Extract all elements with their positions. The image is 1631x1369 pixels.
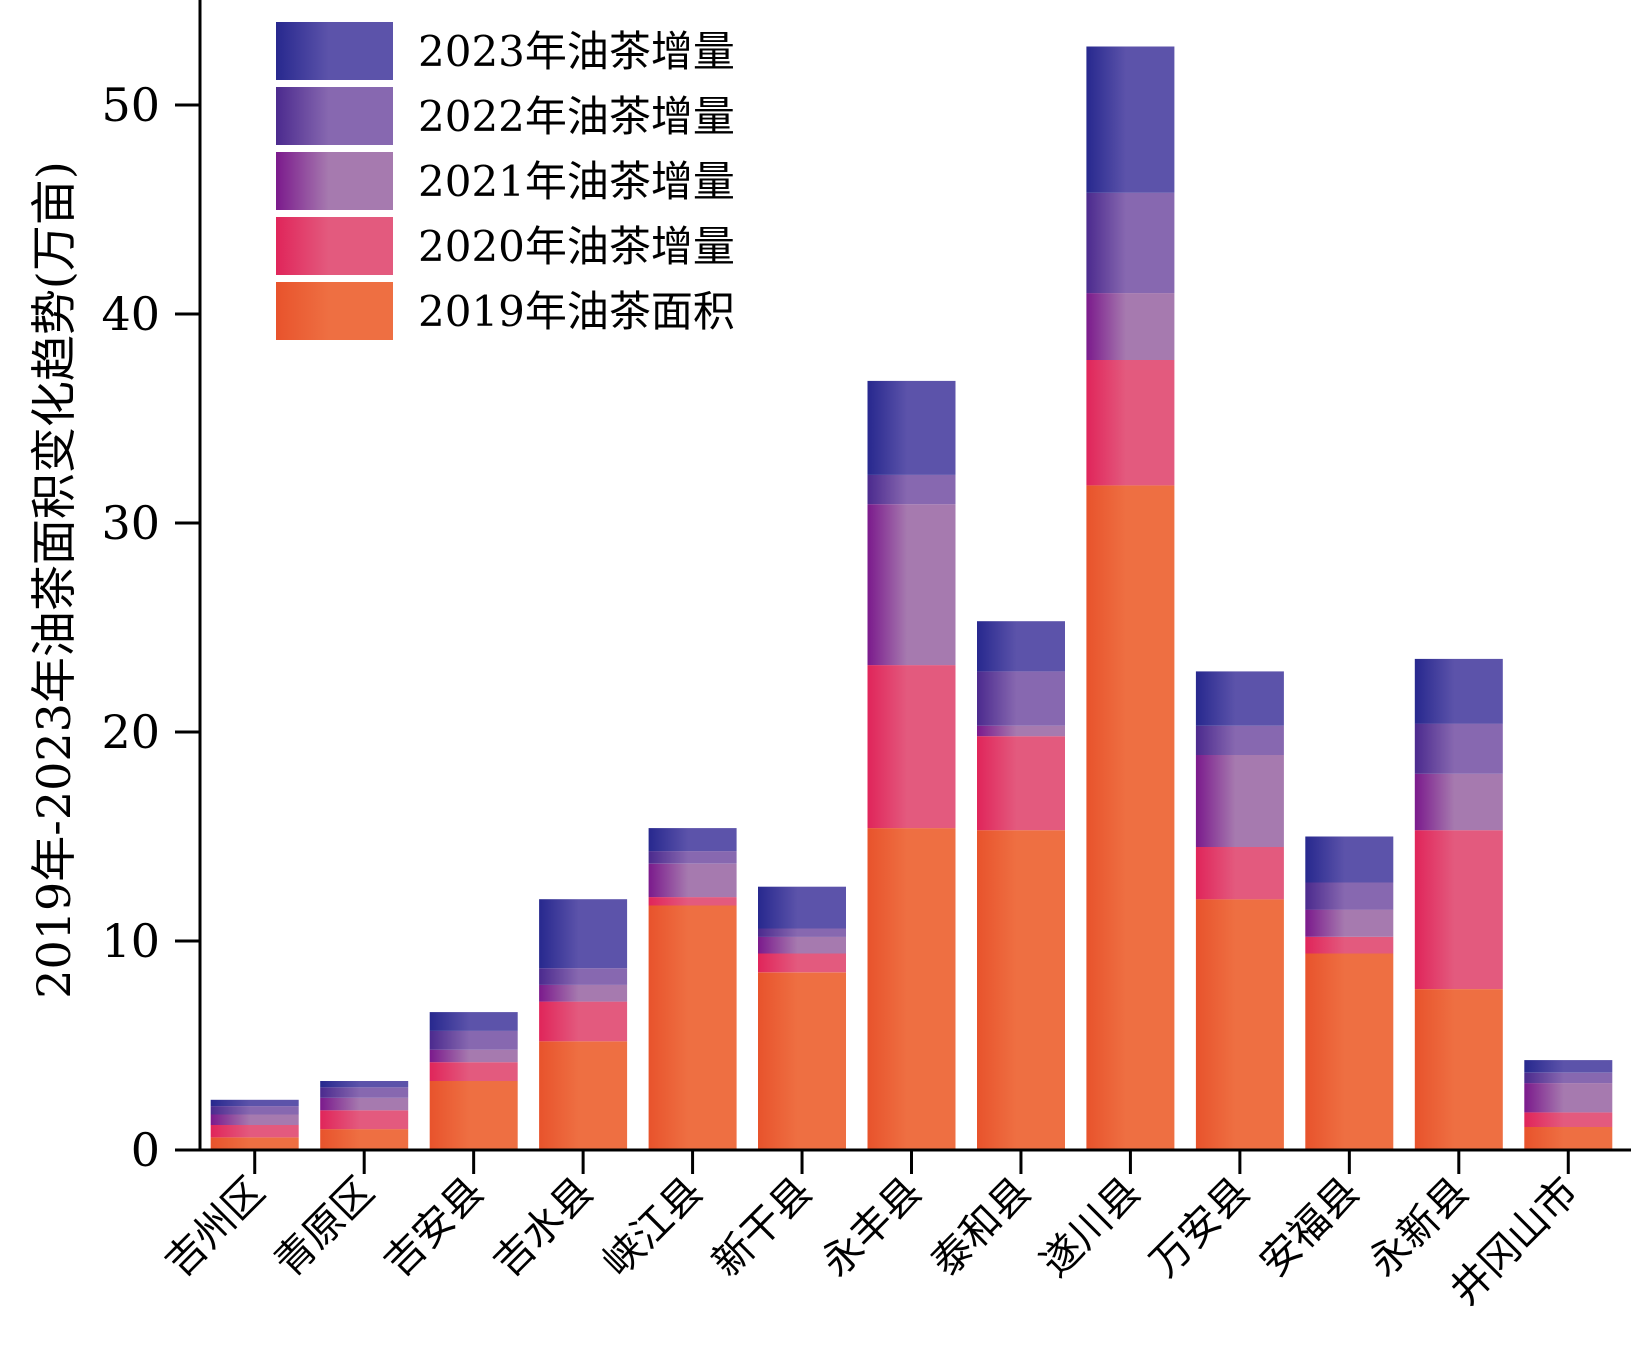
bar-segment: [1305, 936, 1394, 954]
bar-segment: [210, 1106, 299, 1115]
x-tick-label: 泰和县: [923, 1169, 1040, 1286]
bars-layer: [210, 46, 1613, 1150]
bar-segment: [758, 928, 846, 937]
y-tick-label: 20: [101, 705, 160, 759]
x-tick-label: 遂川县: [1032, 1169, 1149, 1286]
bar-segment: [758, 936, 846, 954]
x-tick-label: 峡江县: [594, 1169, 711, 1286]
bar-segment: [1305, 836, 1394, 883]
bar-segment: [758, 972, 846, 1150]
y-tick-label: 40: [101, 287, 160, 341]
y-tick-label: 50: [101, 78, 160, 132]
bar-segment: [539, 899, 628, 969]
bar-segment: [1414, 723, 1503, 774]
bar-segment: [320, 1129, 409, 1150]
bar-segment: [648, 828, 737, 852]
bar-segment: [429, 1081, 518, 1150]
bar-segment: [977, 725, 1065, 737]
bar-segment: [1086, 485, 1175, 1150]
bar-segment: [1195, 899, 1284, 1150]
bar-segment: [758, 953, 846, 973]
bar-segment: [1524, 1072, 1613, 1084]
bar-segment: [210, 1114, 299, 1125]
y-tick-label: 0: [131, 1123, 160, 1177]
bar-segment: [210, 1099, 299, 1107]
bar-segment: [1195, 847, 1284, 900]
bar-segment: [539, 1041, 628, 1150]
bar-segment: [758, 886, 846, 929]
legend-swatch: [276, 282, 393, 340]
bar-segment: [1524, 1083, 1613, 1113]
bar-segment: [867, 504, 956, 666]
bar-segment: [1524, 1127, 1613, 1150]
bar-segment: [1195, 755, 1284, 847]
bar-segment: [1524, 1112, 1613, 1127]
bar-segment: [429, 1049, 518, 1063]
axes-layer: [175, 0, 1631, 1152]
bar-segment: [1086, 293, 1175, 360]
legend-label: 2022年油茶增量: [418, 92, 735, 141]
bar-segment: [1305, 909, 1394, 937]
bar-segment: [977, 736, 1065, 831]
legend-label: 2020年油茶增量: [418, 222, 735, 271]
bar-segment: [429, 1012, 518, 1031]
x-tick-label: 新干县: [704, 1169, 821, 1286]
legend-label: 2023年油茶增量: [418, 27, 735, 76]
bar-segment: [1524, 1060, 1613, 1073]
y-ticks: 0 10 20 30 40 50: [101, 78, 200, 1177]
x-tick-label: 永丰县: [813, 1169, 930, 1286]
bar-segment: [1414, 989, 1503, 1150]
bar-segment: [210, 1137, 299, 1150]
legend-label: 2019年油茶面积: [418, 287, 735, 336]
bar-segment: [977, 671, 1065, 726]
bar-segment: [1195, 725, 1284, 755]
x-tick-label: 万安县: [1142, 1169, 1259, 1286]
bar-segment: [867, 828, 956, 1150]
bar-segment: [867, 380, 956, 475]
bar-segment: [648, 905, 737, 1150]
bar-segment: [1195, 671, 1284, 726]
bar-segment: [320, 1097, 409, 1111]
bar-segment: [1086, 46, 1175, 193]
bar-segment: [648, 897, 737, 906]
bar-segment: [1414, 658, 1503, 724]
bar-segment: [1086, 192, 1175, 294]
x-tick-label: 青原区: [266, 1169, 383, 1286]
bar-segment: [977, 830, 1065, 1150]
y-tick-label: 10: [101, 914, 160, 968]
legend-swatch: [276, 217, 393, 275]
y-tick-label: 30: [101, 496, 160, 550]
legend-label: 2021年油茶增量: [418, 157, 735, 206]
bar-segment: [1305, 953, 1394, 1150]
bar-segment: [429, 1030, 518, 1050]
x-tick-label: 吉安县: [375, 1169, 492, 1286]
legend: 2023年油茶增量 2022年油茶增量 2021年油茶增量 2020年油茶增量 2019…: [276, 22, 735, 340]
bar-segment: [320, 1110, 409, 1130]
bar-segment: [648, 863, 737, 898]
bar-segment: [1086, 360, 1175, 486]
bar-segment: [320, 1087, 409, 1098]
legend-swatch: [276, 22, 393, 80]
x-tick-label: 吉水县: [485, 1169, 602, 1286]
legend-swatch: [276, 87, 393, 145]
bar-segment: [429, 1062, 518, 1081]
bar-segment: [867, 665, 956, 829]
bar-segment: [648, 851, 737, 864]
bar-segment: [539, 1001, 628, 1042]
bar-segment: [210, 1124, 299, 1138]
bar-segment: [539, 968, 628, 985]
bar-segment: [1414, 773, 1503, 831]
bar-segment: [1414, 830, 1503, 989]
x-tick-label: 安福县: [1251, 1169, 1368, 1286]
bar-segment: [539, 984, 628, 1002]
bar-segment: [1305, 882, 1394, 910]
bar-segment: [320, 1081, 409, 1088]
legend-swatch: [276, 152, 393, 210]
bar-segment: [977, 621, 1065, 672]
bar-segment: [867, 474, 956, 505]
x-tick-label: 吉州区: [156, 1169, 273, 1286]
y-axis-title: 2019年-2023年油茶面积变化趋势(万亩): [27, 161, 81, 999]
